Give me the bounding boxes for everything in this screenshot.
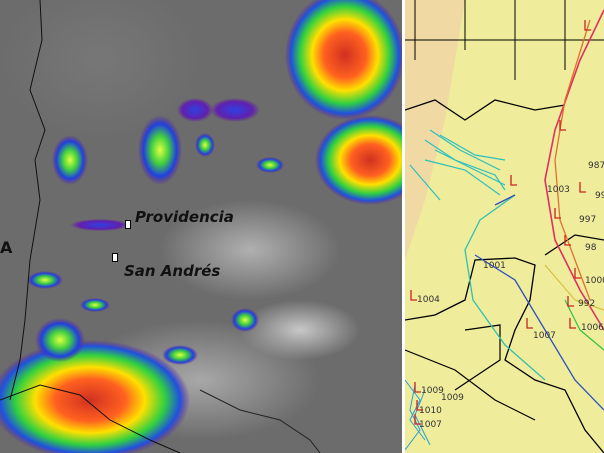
storm-cell xyxy=(162,345,198,365)
position-markers xyxy=(410,20,591,425)
pressure-label: 992 xyxy=(578,299,596,309)
coastline xyxy=(199,389,321,453)
pressure-label: 1007 xyxy=(419,420,442,430)
border-line xyxy=(0,384,181,453)
cuba-coast xyxy=(544,234,604,256)
san-andres-label: San Andrés xyxy=(124,262,221,280)
storm-cell xyxy=(52,135,88,185)
storm-cell xyxy=(195,133,215,157)
storm-track-map-panel: 987 99 1003 997 98 1000 992 1006 1001 10… xyxy=(405,0,604,453)
pressure-label: 1007 xyxy=(533,331,556,341)
coastline-central-america xyxy=(405,257,604,453)
storm-track xyxy=(474,254,604,411)
storm-track xyxy=(544,9,604,331)
pressure-label: 1001 xyxy=(483,261,506,271)
pressure-label: 1004 xyxy=(417,295,440,305)
pressure-label: 1010 xyxy=(419,406,442,416)
storm-cell xyxy=(256,157,284,173)
storm-cell xyxy=(35,318,85,362)
state-borders xyxy=(405,0,604,80)
storm-cell xyxy=(80,298,110,312)
cloud-top-overlay xyxy=(0,0,402,453)
storm-cell xyxy=(231,308,259,332)
panel-divider xyxy=(402,0,405,453)
satellite-image-panel: Providencia San Andrés A xyxy=(0,0,402,453)
pressure-label: 1009 xyxy=(421,386,444,396)
coastline xyxy=(9,0,46,401)
pressure-label: 98 xyxy=(585,243,597,253)
storm-track xyxy=(409,164,441,201)
pressure-label: 1000 xyxy=(585,276,604,286)
providencia-marker xyxy=(125,220,131,229)
storm-track xyxy=(544,264,604,311)
pressure-label: 1009 xyxy=(441,393,464,403)
san-andres-marker xyxy=(112,253,118,262)
storm-cell xyxy=(177,98,213,122)
warm-region xyxy=(405,0,465,260)
providencia-label: Providencia xyxy=(135,208,234,226)
us-coastline xyxy=(405,99,566,121)
track-map xyxy=(405,0,604,453)
track-cluster-gulf xyxy=(424,129,506,196)
edge-label-fragment: A xyxy=(0,238,13,257)
storm-cell xyxy=(138,115,182,185)
storm-cell xyxy=(0,340,190,453)
storm-cell xyxy=(27,271,63,289)
storm-track xyxy=(494,194,516,206)
country-borders xyxy=(405,324,536,421)
storm-cell xyxy=(315,115,402,205)
storm-track xyxy=(564,299,604,351)
storm-track xyxy=(554,19,591,301)
pressure-label: 1006 xyxy=(581,323,604,333)
pressure-label: 997 xyxy=(579,215,597,225)
pressure-label: 987 xyxy=(588,161,604,171)
pressure-label: 99 xyxy=(595,191,604,201)
storm-cell xyxy=(285,0,402,120)
storm-track xyxy=(464,194,546,381)
pressure-label: 1003 xyxy=(547,185,570,195)
storm-cell xyxy=(70,219,130,231)
storm-cell xyxy=(210,98,260,122)
